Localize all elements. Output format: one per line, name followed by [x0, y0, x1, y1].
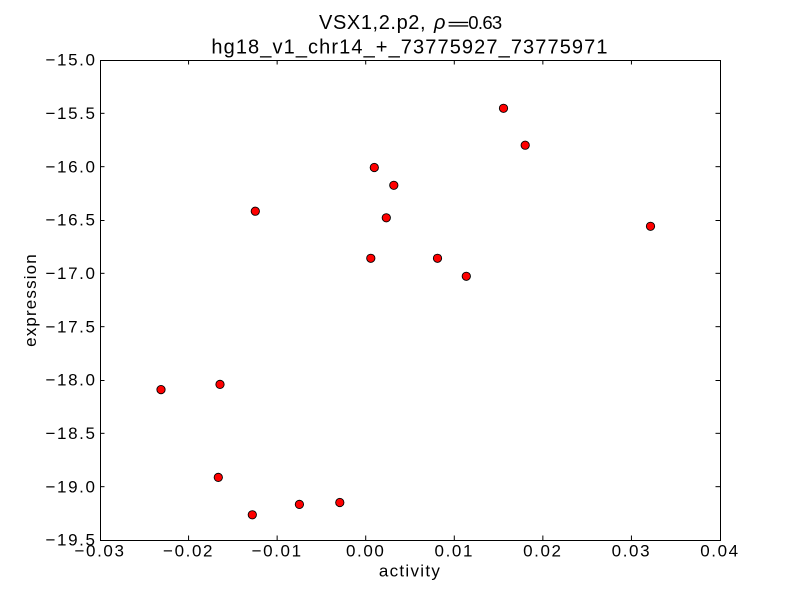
svg-text:−17.5: −17.5 [45, 317, 96, 336]
svg-text:−19.5: −19.5 [45, 531, 96, 550]
svg-text:−15.0: −15.0 [45, 51, 96, 70]
svg-text:−16.5: −16.5 [45, 211, 96, 230]
svg-text:−17.0: −17.0 [45, 264, 96, 283]
svg-text:−18.0: −18.0 [45, 371, 96, 390]
svg-text:VSX1,2.p2,: VSX1,2.p2, [319, 12, 426, 34]
svg-text:hg18_v1_chr14_+_73775927_73775: hg18_v1_chr14_+_73775927_73775971 [211, 36, 608, 58]
svg-text:−16.0: −16.0 [45, 157, 96, 176]
svg-text:expression: expression [21, 253, 40, 347]
svg-text:ρ: ρ [433, 12, 445, 34]
svg-text:−15.5: −15.5 [45, 104, 96, 123]
svg-text:−18.5: −18.5 [45, 424, 96, 443]
svg-text:0.04: 0.04 [700, 542, 740, 561]
svg-text:0.63: 0.63 [468, 12, 502, 33]
svg-text:−0.01: −0.01 [252, 542, 303, 561]
svg-text:−0.03: −0.03 [74, 542, 125, 561]
svg-text:0.00: 0.00 [346, 542, 386, 561]
svg-text:0.02: 0.02 [523, 542, 563, 561]
svg-text:−19.0: −19.0 [45, 477, 96, 496]
svg-text:0.03: 0.03 [612, 542, 652, 561]
svg-text:0.01: 0.01 [435, 542, 475, 561]
svg-text:activity: activity [379, 562, 441, 581]
svg-text:−0.02: −0.02 [163, 542, 214, 561]
